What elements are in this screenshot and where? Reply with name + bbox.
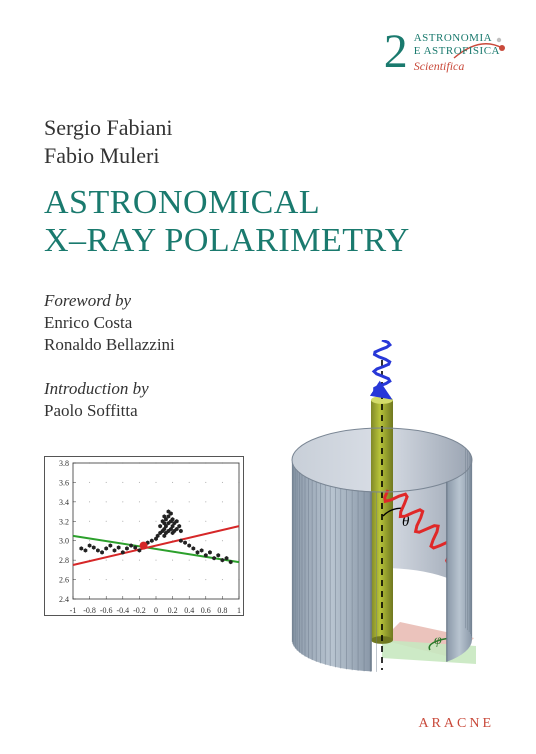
svg-text:2.6: 2.6 <box>59 576 69 585</box>
title-line1: ASTRONOMICAL <box>44 184 410 222</box>
svg-text:-0.8: -0.8 <box>83 606 96 615</box>
svg-text:φ: φ <box>434 633 442 648</box>
publisher-name: ARACNE <box>418 716 494 732</box>
polarimetry-diagram: φθ <box>252 340 512 680</box>
authors-block: Sergio Fabiani Fabio Muleri <box>44 114 173 169</box>
svg-text:-0.4: -0.4 <box>116 606 129 615</box>
diagram-svg: φθ <box>252 340 512 680</box>
foreword-block: Foreword by Enrico Costa Ronaldo Bellazz… <box>44 290 175 356</box>
author-2: Fabio Muleri <box>44 142 173 170</box>
svg-text:0.6: 0.6 <box>201 606 211 615</box>
series-line1: ASTRONOMIA <box>414 32 500 45</box>
introduction-header: Introduction by <box>44 378 149 400</box>
svg-text:-0.2: -0.2 <box>133 606 146 615</box>
svg-text:0.2: 0.2 <box>168 606 178 615</box>
svg-text:3.2: 3.2 <box>59 517 69 526</box>
series-badge: 2 ASTRONOMIA E ASTROFISICA Scientifica <box>384 28 500 76</box>
book-title: ASTRONOMICAL X–RAY POLARIMETRY <box>44 184 410 260</box>
foreword-name2: Ronaldo Bellazzini <box>44 334 175 356</box>
svg-text:1: 1 <box>237 606 241 615</box>
svg-text:0.8: 0.8 <box>217 606 227 615</box>
title-line2: X–RAY POLARIMETRY <box>44 222 410 260</box>
introduction-block: Introduction by Paolo Soffitta <box>44 378 149 422</box>
series-number: 2 <box>384 28 408 76</box>
svg-text:2.4: 2.4 <box>59 595 69 604</box>
chart-svg: 2.4 2.6 2.8 3.0 3.2 3.4 3.6 3.8 -1 -0.8 -0.6-0.4 -0… <box>45 457 245 617</box>
svg-text:3.0: 3.0 <box>59 537 69 546</box>
svg-text:-0.6: -0.6 <box>100 606 113 615</box>
svg-text:2.8: 2.8 <box>59 556 69 565</box>
svg-text:-1: -1 <box>70 606 77 615</box>
foreword-header: Foreword by <box>44 290 175 312</box>
svg-text:3.4: 3.4 <box>59 498 69 507</box>
svg-text:0: 0 <box>154 606 158 615</box>
svg-text:0.4: 0.4 <box>184 606 194 615</box>
scatter-chart: 2.4 2.6 2.8 3.0 3.2 3.4 3.6 3.8 -1 -0.8 -0.6-0.4 -0… <box>44 456 244 616</box>
series-line2: E ASTROFISICA <box>414 45 500 58</box>
foreword-name1: Enrico Costa <box>44 312 175 334</box>
series-line3: Scientifica <box>414 59 500 73</box>
author-1: Sergio Fabiani <box>44 114 173 142</box>
svg-text:3.8: 3.8 <box>59 459 69 468</box>
introduction-name1: Paolo Soffitta <box>44 400 149 422</box>
series-text: ASTRONOMIA E ASTROFISICA Scientifica <box>414 28 500 74</box>
svg-text:3.6: 3.6 <box>59 478 69 487</box>
